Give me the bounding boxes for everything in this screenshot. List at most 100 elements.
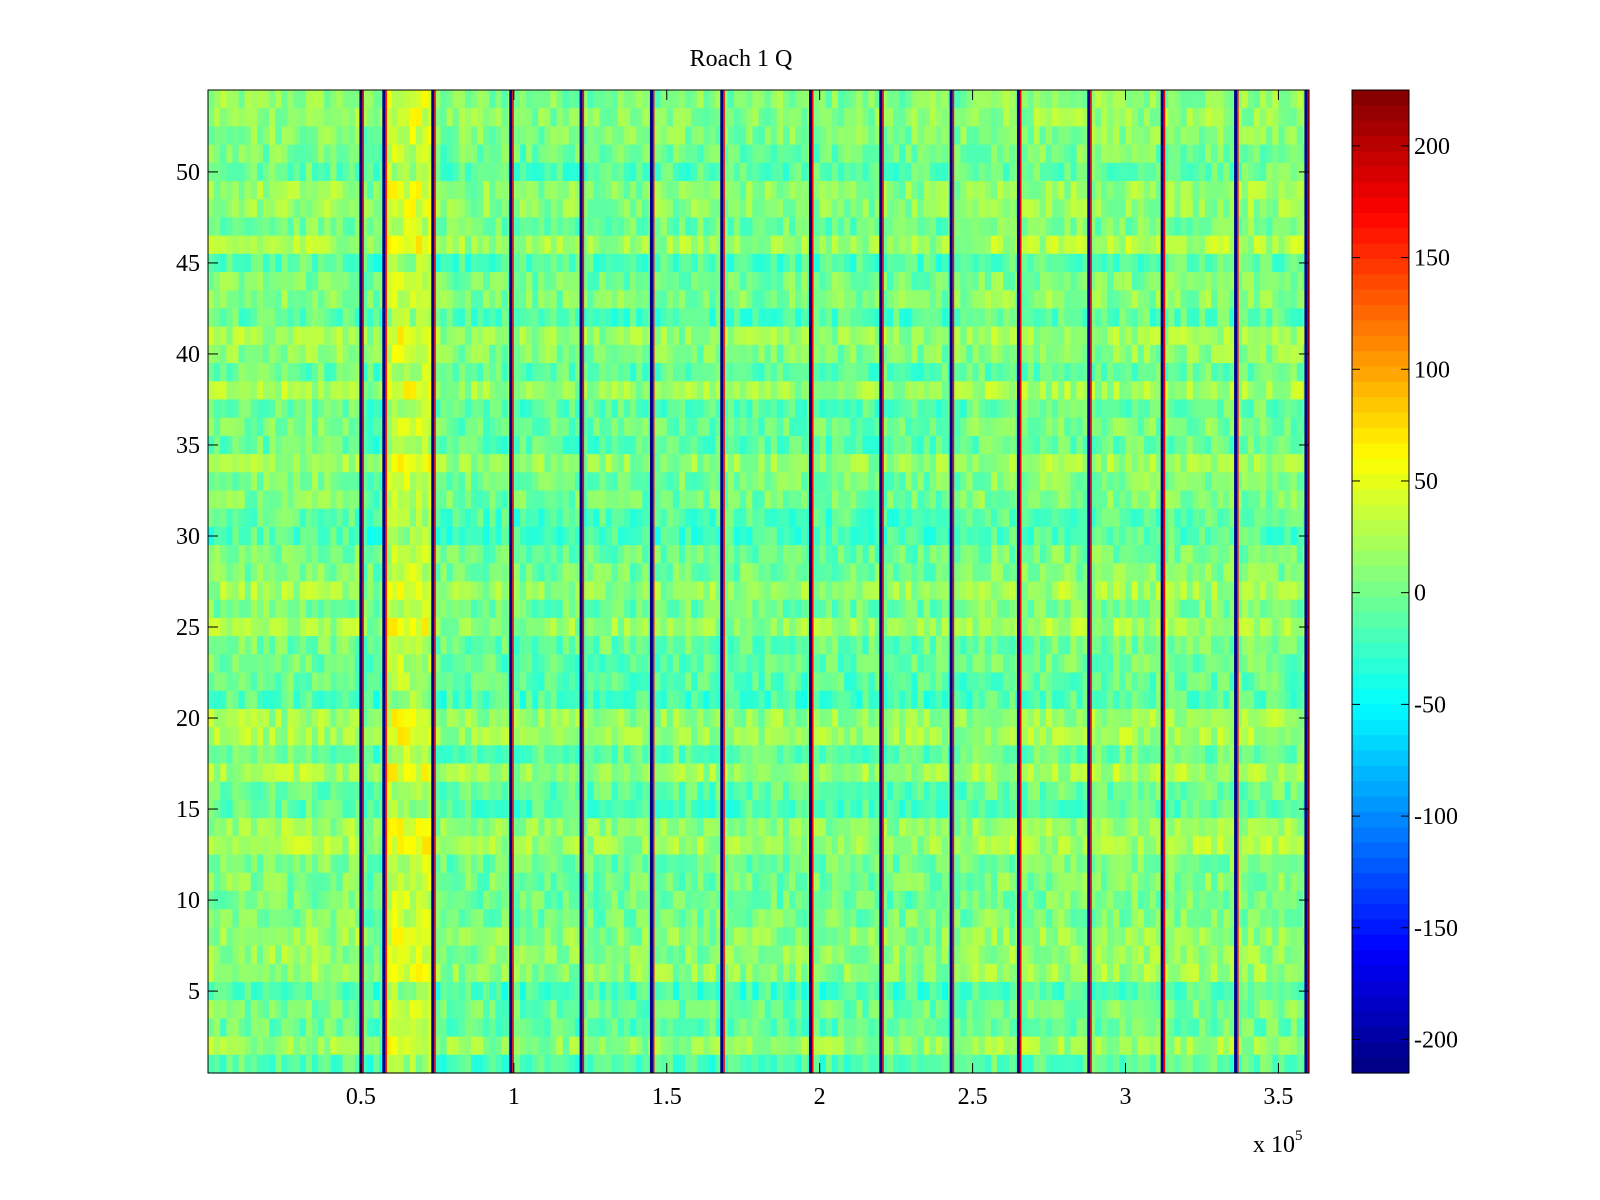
heatmap-cell	[581, 563, 588, 583]
heatmap-cell	[795, 526, 802, 546]
heatmap-cell	[1211, 563, 1218, 583]
heatmap-cell	[874, 326, 882, 346]
heatmap-cell	[550, 545, 558, 564]
heatmap-cell	[397, 90, 405, 109]
heatmap-cell	[1241, 545, 1249, 564]
heatmap-cell	[1235, 417, 1243, 437]
heatmap-cell	[373, 144, 380, 164]
heatmap-cell	[1033, 399, 1041, 419]
heatmap-cell	[617, 435, 625, 455]
heatmap-cell	[954, 253, 961, 273]
heatmap-cell	[226, 126, 234, 146]
heatmap-cell	[256, 581, 264, 601]
heatmap-cell	[513, 217, 521, 237]
heatmap-cell	[532, 381, 539, 401]
heatmap-cell	[568, 399, 576, 419]
heatmap-cell	[1125, 199, 1133, 219]
heatmap-cell	[1211, 126, 1218, 146]
heatmap-cell	[1009, 108, 1016, 127]
heatmap-cell	[1290, 272, 1298, 291]
heatmap-cell	[1033, 272, 1041, 291]
heatmap-cell	[1229, 454, 1237, 473]
heatmap-cell	[1168, 126, 1176, 146]
heatmap-cell	[1168, 290, 1176, 310]
heatmap-cell	[1180, 563, 1188, 583]
heatmap-cell	[819, 272, 827, 291]
heatmap-cell	[422, 545, 429, 564]
heatmap-cell	[972, 326, 980, 346]
heatmap-cell	[874, 272, 882, 291]
heatmap-cell	[599, 108, 607, 127]
heatmap-cell	[630, 272, 637, 291]
heatmap-cell	[660, 381, 668, 401]
heatmap-cell	[1119, 472, 1127, 492]
heatmap-cell	[1217, 144, 1224, 164]
heatmap-cell	[256, 326, 264, 346]
heatmap-cell	[819, 217, 827, 237]
heatmap-cell	[208, 144, 215, 164]
heatmap-cell	[477, 581, 484, 601]
heatmap-cell	[281, 363, 289, 382]
heatmap-cell	[874, 490, 882, 510]
heatmap-cell	[819, 181, 827, 200]
heatmap-cell	[746, 563, 753, 583]
heatmap-cell	[385, 563, 393, 583]
heatmap-cell	[391, 235, 399, 255]
heatmap-cell	[605, 381, 613, 401]
heatmap-cell	[593, 563, 601, 583]
heatmap-cell	[838, 545, 845, 564]
heatmap-cell	[311, 526, 319, 546]
heatmap-cell	[519, 162, 527, 182]
heatmap-cell	[923, 344, 931, 364]
heatmap-cell	[917, 217, 925, 237]
heatmap-cell	[360, 326, 368, 346]
heatmap-cell	[544, 199, 552, 219]
heatmap-cell	[929, 272, 937, 291]
heatmap-cell	[513, 272, 521, 291]
heatmap-cell	[385, 435, 393, 455]
heatmap-cell	[1241, 399, 1249, 419]
heatmap-cell	[978, 144, 986, 164]
heatmap-cell	[850, 235, 857, 255]
heatmap-cell	[348, 253, 356, 273]
heatmap-cell	[782, 508, 790, 528]
heatmap-cell	[966, 253, 974, 273]
heatmap-cell	[642, 108, 649, 127]
heatmap-cell	[1082, 381, 1090, 401]
heatmap-cell	[623, 90, 631, 109]
heatmap-cell	[801, 399, 809, 419]
heatmap-cell	[354, 235, 362, 255]
heatmap-cell	[997, 272, 1004, 291]
heatmap-cell	[244, 490, 252, 510]
heatmap-cell	[1137, 417, 1145, 437]
heatmap-cell	[287, 563, 295, 583]
heatmap-cell	[782, 435, 790, 455]
heatmap-cell	[1131, 290, 1139, 310]
heatmap-cell	[599, 162, 607, 182]
heatmap-cell	[856, 181, 864, 200]
heatmap-cell	[1064, 381, 1072, 401]
heatmap-cell	[838, 363, 845, 382]
heatmap-cell	[550, 90, 558, 109]
heatmap-cell	[942, 181, 949, 200]
heatmap-cell	[544, 581, 552, 601]
heatmap-cell	[544, 235, 552, 255]
heatmap-cell	[256, 381, 264, 401]
heatmap-cell	[923, 108, 931, 127]
heatmap-cell	[630, 253, 637, 273]
heatmap-cell	[1039, 217, 1047, 237]
heatmap-cell	[1033, 235, 1041, 255]
heatmap-cell	[782, 344, 790, 364]
heatmap-cell	[305, 126, 313, 146]
heatmap-cell	[831, 235, 839, 255]
heatmap-cell	[440, 144, 448, 164]
heatmap-cell	[452, 454, 460, 473]
heatmap-cell	[330, 417, 338, 437]
heatmap-cell	[611, 272, 619, 291]
heatmap-cell	[758, 90, 766, 109]
heatmap-cell	[1186, 181, 1194, 200]
heatmap-cell	[1149, 545, 1157, 564]
heatmap-cell	[1058, 526, 1065, 546]
heatmap-cell	[403, 272, 411, 291]
heatmap-cell	[446, 272, 454, 291]
